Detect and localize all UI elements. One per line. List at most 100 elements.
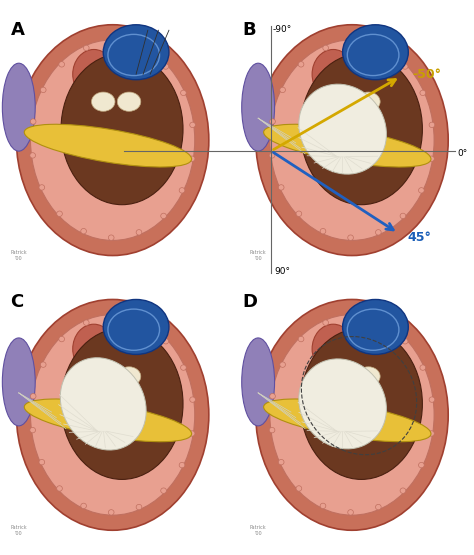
Ellipse shape xyxy=(109,509,114,515)
Bar xyxy=(0,278,235,552)
Ellipse shape xyxy=(343,25,408,80)
Ellipse shape xyxy=(30,315,195,515)
Bar xyxy=(239,3,474,278)
Ellipse shape xyxy=(312,324,355,374)
Ellipse shape xyxy=(30,40,195,240)
Ellipse shape xyxy=(402,339,408,344)
Ellipse shape xyxy=(299,359,386,449)
Ellipse shape xyxy=(103,25,169,80)
Ellipse shape xyxy=(296,486,302,491)
Text: -90°: -90° xyxy=(273,25,292,34)
Text: 0°: 0° xyxy=(457,149,468,158)
Ellipse shape xyxy=(348,509,354,515)
Text: B: B xyxy=(243,21,256,39)
Bar xyxy=(0,3,235,278)
Ellipse shape xyxy=(109,235,114,240)
Text: -50°: -50° xyxy=(412,68,441,82)
Ellipse shape xyxy=(39,185,45,190)
Ellipse shape xyxy=(24,124,191,167)
Ellipse shape xyxy=(400,488,406,493)
Ellipse shape xyxy=(429,122,435,128)
Ellipse shape xyxy=(323,320,328,325)
Ellipse shape xyxy=(278,185,284,190)
Ellipse shape xyxy=(17,25,209,255)
Ellipse shape xyxy=(375,504,381,510)
Ellipse shape xyxy=(420,90,426,95)
Text: D: D xyxy=(243,293,258,311)
Ellipse shape xyxy=(278,460,284,465)
Ellipse shape xyxy=(419,462,424,468)
Ellipse shape xyxy=(298,336,304,342)
Ellipse shape xyxy=(280,362,285,367)
Ellipse shape xyxy=(428,156,434,162)
Ellipse shape xyxy=(351,315,356,320)
Ellipse shape xyxy=(136,230,142,235)
Ellipse shape xyxy=(81,503,86,508)
Ellipse shape xyxy=(428,431,434,436)
Ellipse shape xyxy=(118,367,141,386)
Ellipse shape xyxy=(17,300,209,530)
Ellipse shape xyxy=(189,431,195,436)
Ellipse shape xyxy=(103,300,169,355)
Ellipse shape xyxy=(242,338,274,426)
Ellipse shape xyxy=(30,427,36,433)
Ellipse shape xyxy=(59,62,64,67)
Ellipse shape xyxy=(270,119,275,124)
Text: C: C xyxy=(10,293,24,311)
Ellipse shape xyxy=(57,211,63,216)
Ellipse shape xyxy=(280,87,285,93)
Ellipse shape xyxy=(40,362,46,367)
Ellipse shape xyxy=(110,335,153,385)
Ellipse shape xyxy=(91,367,115,386)
Text: A: A xyxy=(10,21,24,39)
Text: Patrick
'00: Patrick '00 xyxy=(250,525,266,536)
Text: Patrick
'00: Patrick '00 xyxy=(250,250,266,261)
Ellipse shape xyxy=(30,119,36,124)
Ellipse shape xyxy=(356,92,380,112)
Ellipse shape xyxy=(110,60,153,110)
Ellipse shape xyxy=(30,153,36,158)
Text: 90°: 90° xyxy=(274,267,291,276)
Ellipse shape xyxy=(57,486,63,491)
Bar xyxy=(239,278,474,552)
Ellipse shape xyxy=(301,329,422,480)
Ellipse shape xyxy=(40,87,46,93)
Ellipse shape xyxy=(320,503,326,508)
Ellipse shape xyxy=(181,90,186,95)
Ellipse shape xyxy=(59,336,64,342)
Ellipse shape xyxy=(420,365,426,370)
Ellipse shape xyxy=(2,338,35,426)
Ellipse shape xyxy=(163,339,169,344)
Ellipse shape xyxy=(400,213,406,219)
Ellipse shape xyxy=(242,63,274,151)
Ellipse shape xyxy=(181,365,186,370)
Ellipse shape xyxy=(378,47,384,52)
Ellipse shape xyxy=(61,54,183,205)
Ellipse shape xyxy=(350,60,392,110)
Ellipse shape xyxy=(375,230,381,235)
Ellipse shape xyxy=(190,122,195,128)
Ellipse shape xyxy=(136,504,142,510)
Ellipse shape xyxy=(111,315,117,320)
Ellipse shape xyxy=(163,64,169,69)
Ellipse shape xyxy=(91,92,115,112)
Ellipse shape xyxy=(270,315,434,515)
Ellipse shape xyxy=(264,124,431,167)
Ellipse shape xyxy=(312,49,355,99)
Ellipse shape xyxy=(24,399,191,442)
Text: Patrick
'00: Patrick '00 xyxy=(10,250,27,261)
Ellipse shape xyxy=(269,427,275,433)
Ellipse shape xyxy=(179,188,185,193)
Ellipse shape xyxy=(331,367,355,386)
Ellipse shape xyxy=(378,321,384,326)
Ellipse shape xyxy=(256,300,448,530)
Ellipse shape xyxy=(270,40,434,240)
Ellipse shape xyxy=(81,229,86,234)
Ellipse shape xyxy=(179,462,185,468)
Ellipse shape xyxy=(189,156,195,162)
Ellipse shape xyxy=(419,188,424,193)
Ellipse shape xyxy=(111,40,117,46)
Ellipse shape xyxy=(161,213,166,219)
Ellipse shape xyxy=(83,320,89,325)
Ellipse shape xyxy=(30,393,36,399)
